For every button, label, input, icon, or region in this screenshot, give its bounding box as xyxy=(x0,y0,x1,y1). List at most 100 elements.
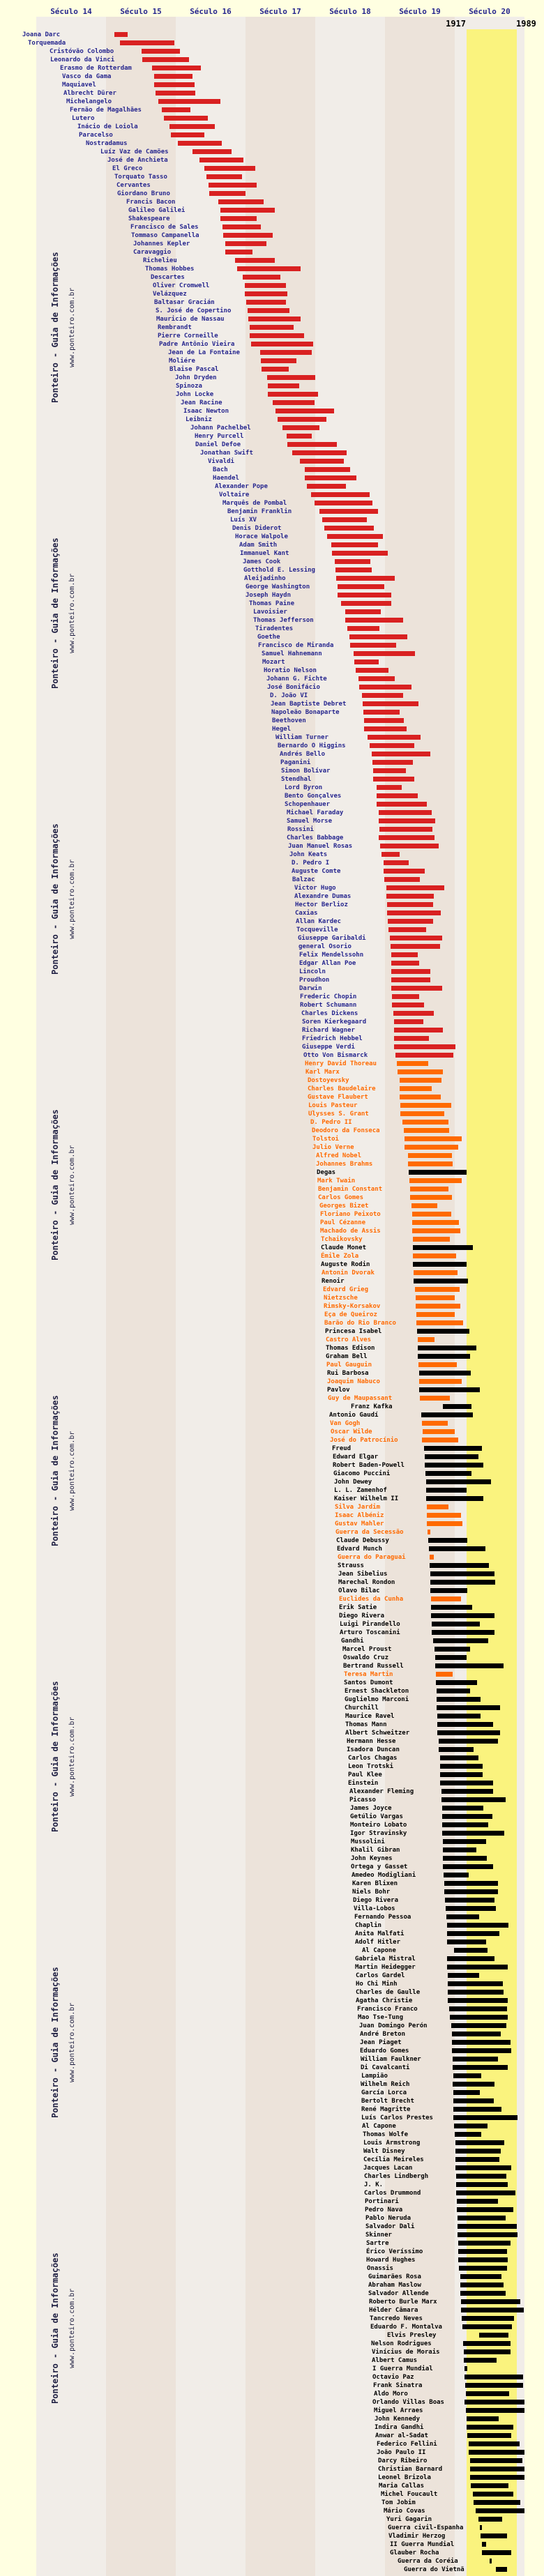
lifespan-bar xyxy=(460,2291,506,2296)
timeline-row: Louis Armstrong xyxy=(0,2139,544,2147)
lifespan-bar xyxy=(455,2140,504,2145)
timeline-row: Simon Bolívar xyxy=(0,767,544,775)
person-label: Blaise Pascal xyxy=(169,366,219,373)
timeline-row: Ortega y Gasset xyxy=(0,1863,544,1871)
lifespan-bar xyxy=(456,2190,515,2195)
lifespan-bar xyxy=(447,1956,494,1961)
timeline-row: Al Capone xyxy=(0,2122,544,2131)
person-label: Mauricio de Nassau xyxy=(156,316,225,323)
timeline-row: Maria Callas xyxy=(0,2482,544,2490)
person-label: Gustave Flaubert xyxy=(308,1094,368,1101)
sidebar-site-url: www.ponteiro.com.br xyxy=(68,573,76,654)
person-label: Santos Dumont xyxy=(344,1679,393,1686)
person-label: Alexandre Dumas xyxy=(294,893,352,900)
timeline-row: Orlando Villas Boas xyxy=(0,2398,544,2407)
century-label: Século 19 xyxy=(399,7,441,16)
timeline-row: George Washington xyxy=(0,583,544,591)
lifespan-bar xyxy=(379,810,432,815)
sidebar-site-url: www.ponteiro.com.br xyxy=(68,1716,76,1797)
event-row: Guerra do Vietnã xyxy=(0,2566,544,2574)
person-label: Inácio de Loiola xyxy=(77,123,138,130)
timeline-row: Vinícius de Morais xyxy=(0,2348,544,2356)
timeline-row: Vasco da Gama xyxy=(0,73,544,81)
timeline-row: Thomas Paine xyxy=(0,600,544,608)
timeline-row: Haendel xyxy=(0,474,544,482)
person-label: Giuseppe Verdi xyxy=(302,1044,355,1051)
person-label: Anita Malfati xyxy=(355,1930,405,1937)
person-label: L. L. Zamenhof xyxy=(334,1487,387,1494)
lifespan-bar xyxy=(405,1145,458,1150)
timeline-row: Carlos Chagas xyxy=(0,1754,544,1762)
timeline-row: Johannes Brahms xyxy=(0,1160,544,1168)
lifespan-bar xyxy=(391,961,419,966)
century-band xyxy=(176,17,245,2576)
person-label: Denis Diderot xyxy=(232,525,282,532)
lifespan-bar xyxy=(349,634,407,639)
person-label: Joana Darc xyxy=(22,31,61,38)
person-label: Edgar Allan Poe xyxy=(299,960,356,967)
lifespan-bar xyxy=(419,1371,471,1375)
timeline-row: Georges Bizet xyxy=(0,1202,544,1210)
lifespan-bar xyxy=(442,1814,492,1819)
person-label: Gandhi xyxy=(341,1638,364,1645)
person-label: James Cook xyxy=(243,558,281,565)
timeline-row: El Greco xyxy=(0,165,544,173)
person-label: S. José de Copertino xyxy=(156,307,232,314)
lifespan-bar xyxy=(338,584,384,589)
lifespan-bar xyxy=(440,1755,478,1760)
lifespan-bar xyxy=(412,1220,459,1225)
person-label: Tchaikovsky xyxy=(321,1236,363,1243)
lifespan-bar xyxy=(335,567,372,572)
timeline-row: Rossini xyxy=(0,825,544,834)
person-label: Aleijadinho xyxy=(244,575,286,582)
timeline-row: Mark Twain xyxy=(0,1177,544,1185)
person-label: Charles Lindbergh xyxy=(364,2173,429,2180)
person-label: John Dewey xyxy=(334,1479,372,1486)
person-label: Bernardo O Higgins xyxy=(278,742,346,749)
lifespan-bar xyxy=(466,2408,524,2413)
person-label: Pedro Nava xyxy=(365,2207,403,2213)
person-label: Henry David Thoreau xyxy=(305,1060,377,1067)
timeline-row: Leonardo da Vinci xyxy=(0,56,544,64)
lifespan-bar xyxy=(171,132,204,137)
lifespan-bar xyxy=(424,1446,482,1451)
timeline-row: Salvador Dali xyxy=(0,2223,544,2231)
person-label: Claude Monet xyxy=(321,1244,367,1251)
person-label: Portinari xyxy=(365,2198,399,2205)
timeline-row: Guglielmo Marconi xyxy=(0,1695,544,1704)
person-label: Di Cavalcanti xyxy=(361,2064,410,2071)
person-label: Agatha Christie xyxy=(356,1997,413,2004)
timeline-row: Ulysses S. Grant xyxy=(0,1110,544,1118)
person-label: Tommaso Campanella xyxy=(131,232,199,239)
person-label: Auguste Rodin xyxy=(321,1261,370,1268)
timeline-row: Tancredo Neves xyxy=(0,2315,544,2323)
timeline-row: Blaise Pascal xyxy=(0,365,544,374)
timeline-row: Degas xyxy=(0,1168,544,1177)
timeline-row: Oscar Wilde xyxy=(0,1428,544,1436)
person-label: Gustav Mahler xyxy=(335,1521,384,1527)
lifespan-bar xyxy=(400,1095,441,1099)
lifespan-bar xyxy=(441,1797,506,1802)
lifespan-bar xyxy=(218,199,264,204)
timeline-row: Charles Baudelaire xyxy=(0,1085,544,1093)
timeline-row: Anita Malfati xyxy=(0,1930,544,1938)
person-label: Salvador Allende xyxy=(368,2290,429,2297)
timeline-row: Mozart xyxy=(0,658,544,666)
timeline-row: Joseph Haydn xyxy=(0,591,544,600)
lifespan-bar xyxy=(447,1923,508,1928)
lifespan-bar xyxy=(417,1329,469,1334)
timeline-row: Villa-Lobos xyxy=(0,1905,544,1913)
timeline-row: João Paulo II xyxy=(0,2448,544,2457)
lifespan-bar xyxy=(442,1806,483,1811)
timeline-row: Khalil Gibran xyxy=(0,1846,544,1854)
person-label: Salvador Dali xyxy=(365,2223,415,2230)
timeline-row: Diego Rivera xyxy=(0,1896,544,1905)
lifespan-bar xyxy=(467,2425,513,2430)
timeline-row: James Cook xyxy=(0,558,544,566)
timeline-row: Caravaggio xyxy=(0,248,544,257)
lifespan-bar xyxy=(192,149,232,154)
person-label: Rimsky-Korsakov xyxy=(324,1303,381,1310)
person-label: Mussolini xyxy=(351,1838,385,1845)
timeline-row: L. L. Zamenhof xyxy=(0,1486,544,1495)
timeline-row: Chaplin xyxy=(0,1921,544,1930)
